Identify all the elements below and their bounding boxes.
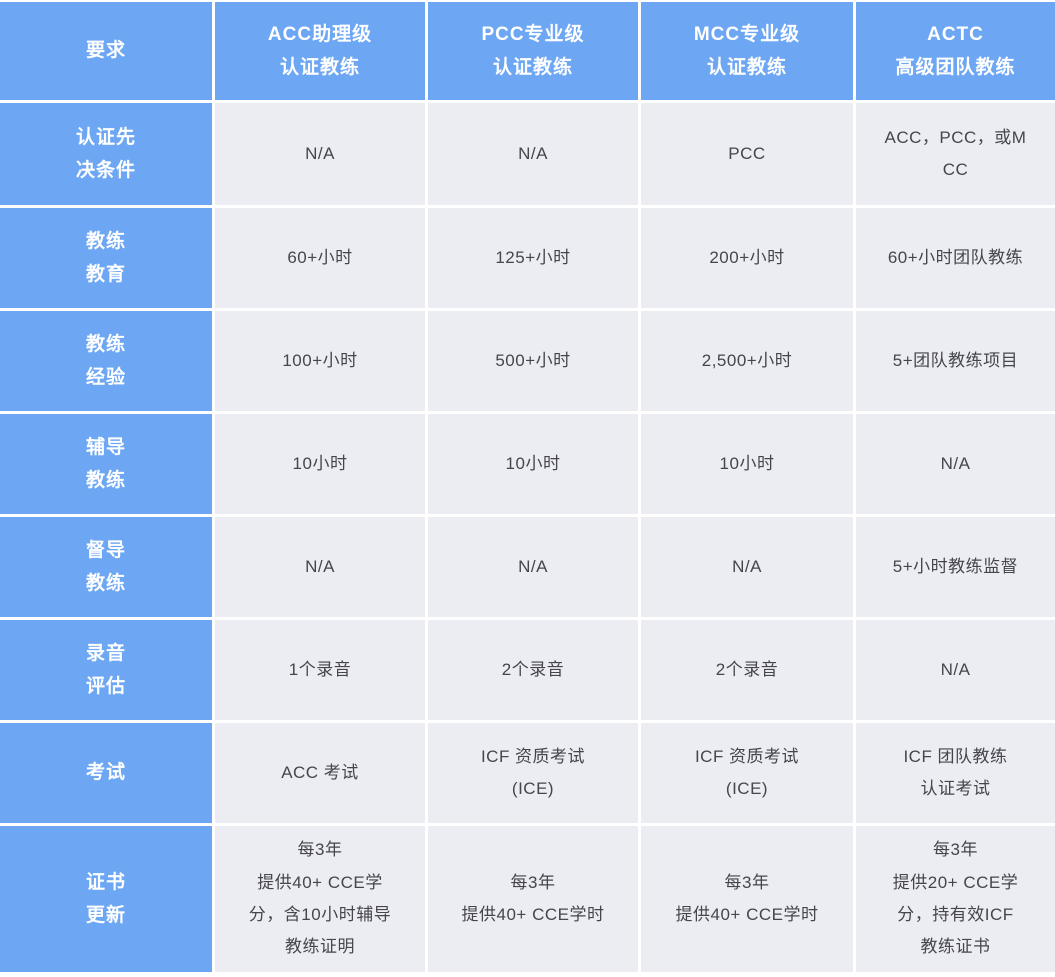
table-cell: 每3年 提供40+ CCE学 分，含10小时辅导 教练证明 [215, 826, 425, 972]
table-cell: PCC [641, 103, 853, 205]
table-cell: 5+团队教练项目 [856, 311, 1055, 411]
table-cell: 10小时 [428, 414, 638, 514]
row-label-certificate-renewal: 证书 更新 [0, 826, 212, 972]
table-cell: 60+小时团队教练 [856, 208, 1055, 308]
row-label-recording-evaluation: 录音 评估 [0, 620, 212, 720]
table-cell: 10小时 [641, 414, 853, 514]
header-actc: ACTC 高级团队教练 [856, 2, 1055, 100]
header-mcc: MCC专业级 认证教练 [641, 2, 853, 100]
header-acc: ACC助理级 认证教练 [215, 2, 425, 100]
table-cell: 200+小时 [641, 208, 853, 308]
table-cell: 5+小时教练监督 [856, 517, 1055, 617]
table-cell: 1个录音 [215, 620, 425, 720]
table-cell: 500+小时 [428, 311, 638, 411]
row-label-exam: 考试 [0, 723, 212, 823]
table-cell: ICF 资质考试 (ICE) [428, 723, 638, 823]
table-cell: 每3年 提供20+ CCE学 分，持有效ICF 教练证书 [856, 826, 1055, 972]
row-label-mentor-coaching: 辅导 教练 [0, 414, 212, 514]
row-label-coach-education: 教练 教育 [0, 208, 212, 308]
table-cell: N/A [215, 103, 425, 205]
table-cell: ACC 考试 [215, 723, 425, 823]
table-cell: ICF 资质考试 (ICE) [641, 723, 853, 823]
table-cell: N/A [856, 620, 1055, 720]
table-cell: ICF 团队教练 认证考试 [856, 723, 1055, 823]
table-cell: 2,500+小时 [641, 311, 853, 411]
table-cell: 10小时 [215, 414, 425, 514]
table-cell: 每3年 提供40+ CCE学时 [428, 826, 638, 972]
header-requirements: 要求 [0, 2, 212, 100]
table-cell: 125+小时 [428, 208, 638, 308]
row-label-certification-prerequisites: 认证先 决条件 [0, 103, 212, 205]
table-cell: 每3年 提供40+ CCE学时 [641, 826, 853, 972]
header-pcc: PCC专业级 认证教练 [428, 2, 638, 100]
table-cell: N/A [428, 517, 638, 617]
table-cell: ACC，PCC，或M CC [856, 103, 1055, 205]
table-cell: 60+小时 [215, 208, 425, 308]
table-cell: N/A [641, 517, 853, 617]
row-label-supervised-coaching: 督导 教练 [0, 517, 212, 617]
row-label-coach-experience: 教练 经验 [0, 311, 212, 411]
table-cell: 2个录音 [428, 620, 638, 720]
table-cell: 100+小时 [215, 311, 425, 411]
table-cell: N/A [215, 517, 425, 617]
table-cell: 2个录音 [641, 620, 853, 720]
table-cell: N/A [428, 103, 638, 205]
table-cell: N/A [856, 414, 1055, 514]
